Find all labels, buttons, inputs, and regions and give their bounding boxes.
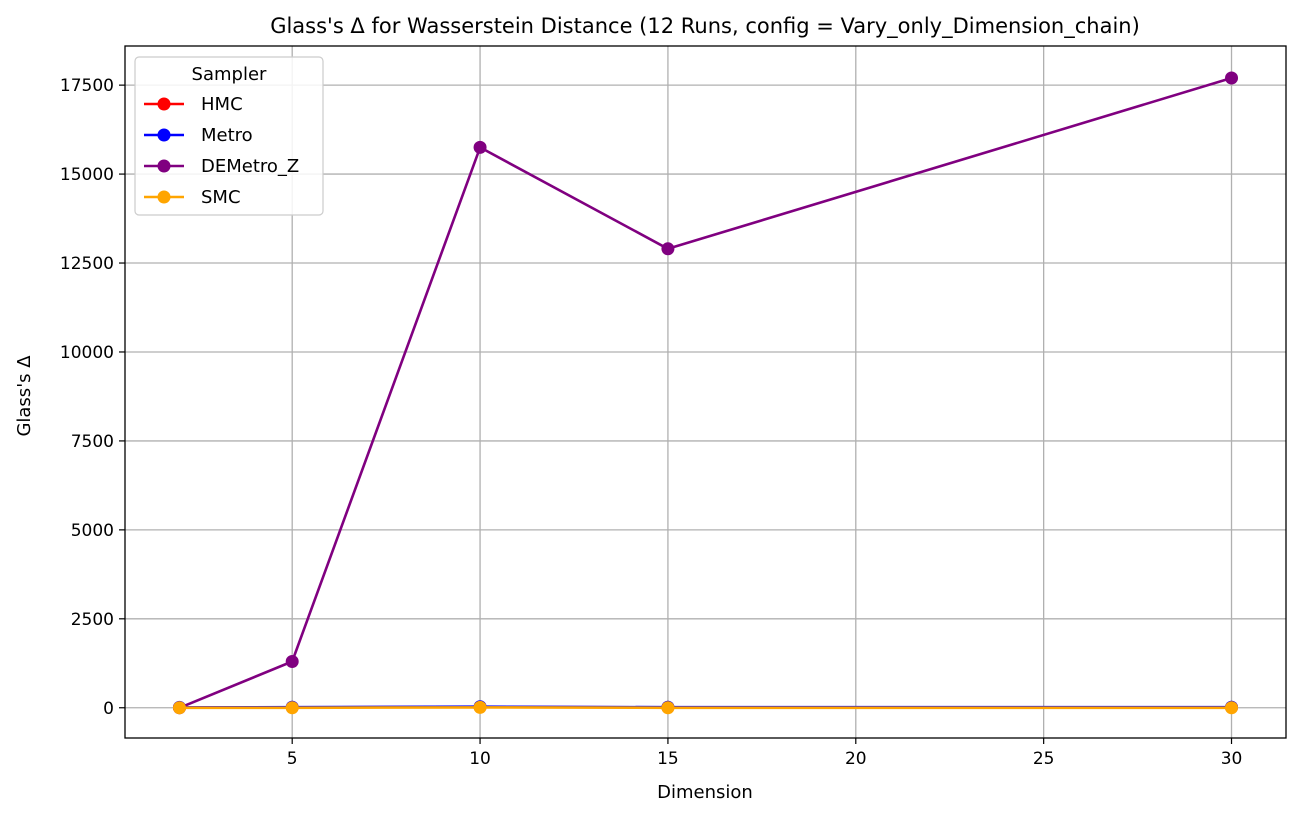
- data-point-demetro-z-5: [285, 655, 299, 669]
- legend-item-metro: Metro: [144, 125, 253, 146]
- y-tick-label-7500: 7500: [71, 432, 114, 452]
- legend-label-hmc: HMC: [201, 94, 243, 115]
- legend-marker-hmc: [157, 97, 171, 111]
- y-tick-label-0: 0: [103, 699, 114, 719]
- legend-item-smc: SMC: [144, 187, 241, 208]
- legend-marker-smc: [157, 190, 171, 204]
- series-layer: [172, 71, 1239, 715]
- x-tick-label-5: 5: [287, 749, 298, 769]
- data-point-smc-2: [172, 701, 186, 715]
- legend-label-demetro-z: DEMetro_Z: [201, 156, 299, 177]
- plot-frame: [124, 45, 1287, 739]
- y-tick-label-10000: 10000: [60, 343, 114, 363]
- x-tick-label-30: 30: [1221, 749, 1243, 769]
- ticks: 5 10 15 20 25 30 0 2500 5000 7500 10000 12500 15000 1…: [60, 76, 1242, 769]
- chart-title: Glass's Δ for Wasserstein Distance (12 R…: [270, 14, 1140, 39]
- data-point-smc-15: [661, 701, 675, 715]
- legend-item-hmc: HMC: [144, 94, 243, 115]
- data-point-smc-5: [285, 701, 299, 715]
- y-tick-label-17500: 17500: [60, 76, 114, 96]
- legend-box: [134, 56, 324, 216]
- grid: [125, 46, 1286, 738]
- data-point-smc-10: [473, 700, 487, 714]
- series-smc: [172, 700, 1239, 715]
- y-tick-label-2500: 2500: [71, 610, 114, 630]
- y-axis-label: Glass's Δ: [14, 355, 35, 437]
- legend-marker-demetro-z: [157, 159, 171, 173]
- y-tick-label-5000: 5000: [71, 521, 114, 541]
- y-tick-label-15000: 15000: [60, 165, 114, 185]
- y-tick-label-12500: 12500: [60, 254, 114, 274]
- legend-title: Sampler: [192, 64, 267, 85]
- x-tick-label-20: 20: [845, 749, 867, 769]
- x-axis-label: Dimension: [657, 782, 753, 803]
- x-tick-label-15: 15: [657, 749, 679, 769]
- legend-item-demetro-z: DEMetro_Z: [144, 156, 299, 177]
- legend: Sampler HMC Metro DEMetro_Z SMC: [134, 56, 324, 216]
- data-point-demetro-z-15: [661, 242, 675, 256]
- x-tick-label-10: 10: [469, 749, 491, 769]
- x-tick-label-25: 25: [1033, 749, 1055, 769]
- legend-label-smc: SMC: [201, 187, 241, 208]
- data-point-smc-30: [1225, 701, 1239, 715]
- data-point-demetro-z-30: [1225, 71, 1239, 85]
- data-point-demetro-z-10: [473, 140, 487, 154]
- legend-marker-metro: [157, 128, 171, 142]
- legend-label-metro: Metro: [201, 125, 253, 146]
